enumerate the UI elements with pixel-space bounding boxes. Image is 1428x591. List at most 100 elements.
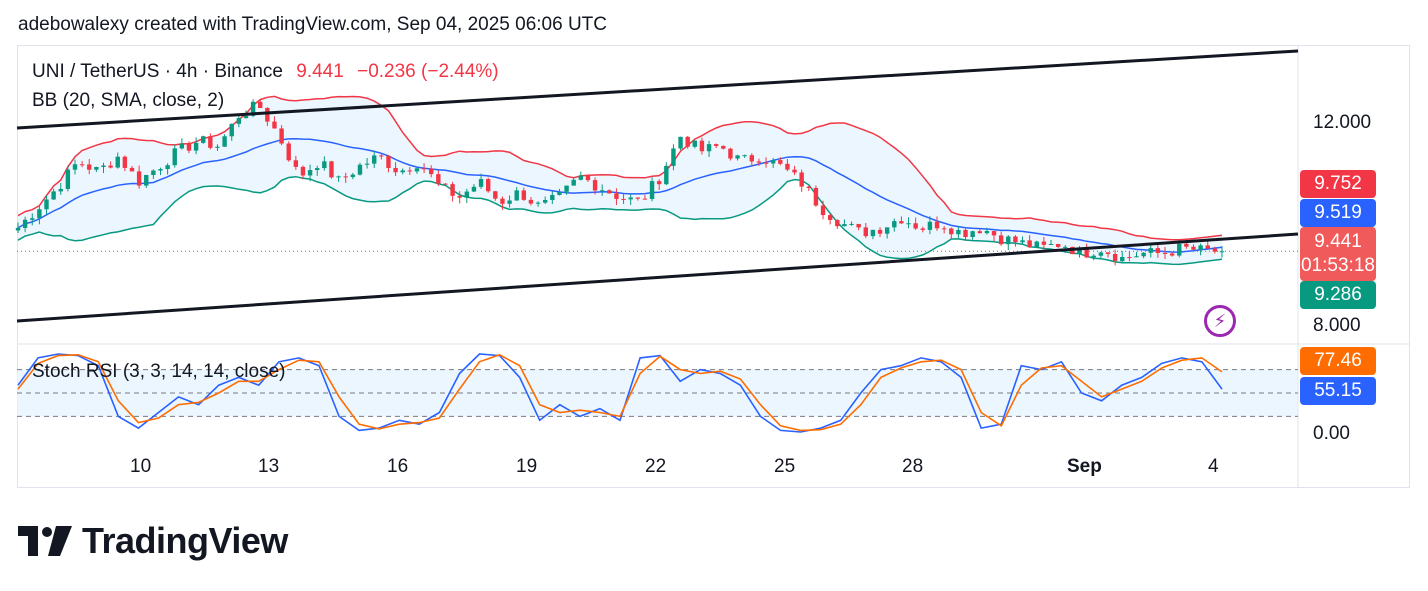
symbol-legend[interactable]: UNI / TetherUS · 4h · Binance 9.441 −0.2… (32, 61, 499, 83)
candle-body (87, 164, 92, 170)
candle-body (778, 160, 783, 164)
candle-body (678, 136, 683, 149)
last-price: 9.441 (296, 61, 344, 82)
candle-body (621, 198, 626, 200)
candle-body (44, 199, 49, 210)
candle-body (315, 168, 320, 171)
candle-body (706, 144, 712, 152)
candle-body (1098, 252, 1104, 256)
candle-body (364, 163, 370, 165)
candle-body (172, 148, 177, 166)
tv-logo-icon (18, 526, 72, 556)
candle-body (956, 229, 961, 235)
candle-body (407, 170, 413, 172)
candle-body (920, 228, 925, 230)
candle-body (1105, 252, 1111, 254)
candle-body (372, 155, 377, 164)
stoch-k-tag: 55.15 (1300, 377, 1376, 405)
candle-body (507, 200, 512, 204)
candle-body (642, 198, 648, 200)
candle-body (535, 202, 541, 204)
candle-body (300, 166, 306, 176)
candle-body (400, 170, 405, 173)
bb-legend[interactable]: BB (20, SMA, close, 2) (32, 90, 225, 111)
bb-upper-line (17, 95, 1223, 241)
candle-body (421, 168, 427, 170)
candle-body (215, 146, 220, 148)
candle-body (635, 197, 641, 199)
candle-body (393, 167, 398, 173)
candle-body (984, 230, 990, 234)
stoch-axis-0: 0.00 (1313, 423, 1350, 444)
candle-body (229, 123, 234, 137)
candle-body (493, 191, 498, 199)
candle-body (721, 145, 726, 149)
candle-body (436, 174, 441, 184)
candle-body (564, 185, 569, 192)
candle-body (949, 228, 954, 235)
candle-body (1169, 253, 1175, 256)
candle-body (963, 229, 968, 238)
candle-body (607, 190, 612, 194)
candle-body (827, 215, 833, 220)
candle-body (592, 180, 598, 191)
candle-body (457, 195, 462, 198)
stoch-legend[interactable]: Stoch RSI (3, 3, 14, 14, close) (32, 361, 286, 382)
candle-body (770, 160, 776, 164)
bb-lower-line (17, 175, 1223, 266)
candle-body (1205, 245, 1210, 249)
candle-body (1084, 247, 1089, 258)
candle-body (1041, 241, 1047, 245)
candle-body (222, 136, 227, 147)
candle-body (614, 193, 619, 199)
candle-body (763, 162, 769, 164)
candle-body (1034, 241, 1039, 248)
candle-body (1027, 240, 1032, 248)
candle-body (671, 148, 676, 166)
candle-body (656, 181, 662, 185)
candle-body (892, 221, 897, 228)
candle-body (820, 205, 826, 216)
bar-countdown: 01:53:18 (1301, 255, 1375, 276)
candle-body (1048, 243, 1054, 245)
candle-body (557, 191, 562, 195)
x-tick-10: 10 (130, 456, 152, 477)
logo-wordmark: TradingView (82, 520, 288, 561)
candle-body (1198, 245, 1203, 250)
candle-body (913, 223, 918, 229)
candle-body (201, 136, 206, 143)
candle-body (792, 169, 797, 173)
candle-body (1127, 257, 1132, 259)
tradingview-logo[interactable]: TradingView (18, 520, 288, 562)
candle-body (258, 101, 263, 108)
price-axis-12: 12.000 (1313, 112, 1372, 133)
candle-body (550, 194, 555, 200)
candle-body (158, 169, 163, 171)
candle-body (15, 227, 21, 231)
candle-body (685, 136, 690, 147)
candle-body (307, 170, 313, 176)
stoch-d-tag: 77.46 (1300, 347, 1376, 375)
candle-body (699, 140, 705, 152)
candle-body (343, 176, 348, 178)
candle-body (578, 175, 584, 180)
candle-body (1020, 240, 1025, 243)
candle-body (735, 155, 740, 159)
candle-body (835, 219, 840, 227)
lightning-icon[interactable]: ⚡ (1204, 305, 1236, 337)
candle-body (450, 184, 455, 196)
candle-body (1063, 246, 1068, 248)
candle-body (1177, 243, 1182, 256)
candle-body (1006, 236, 1011, 245)
candle-body (1112, 253, 1118, 262)
candle-body (585, 175, 591, 181)
candle-body (144, 175, 149, 186)
candle-body (628, 197, 633, 200)
candle-body (713, 144, 719, 146)
candle-body (79, 164, 85, 166)
candle-body (799, 172, 804, 187)
candle-body (785, 163, 790, 170)
x-tick-19: 19 (516, 456, 538, 477)
candle-body (500, 198, 505, 204)
